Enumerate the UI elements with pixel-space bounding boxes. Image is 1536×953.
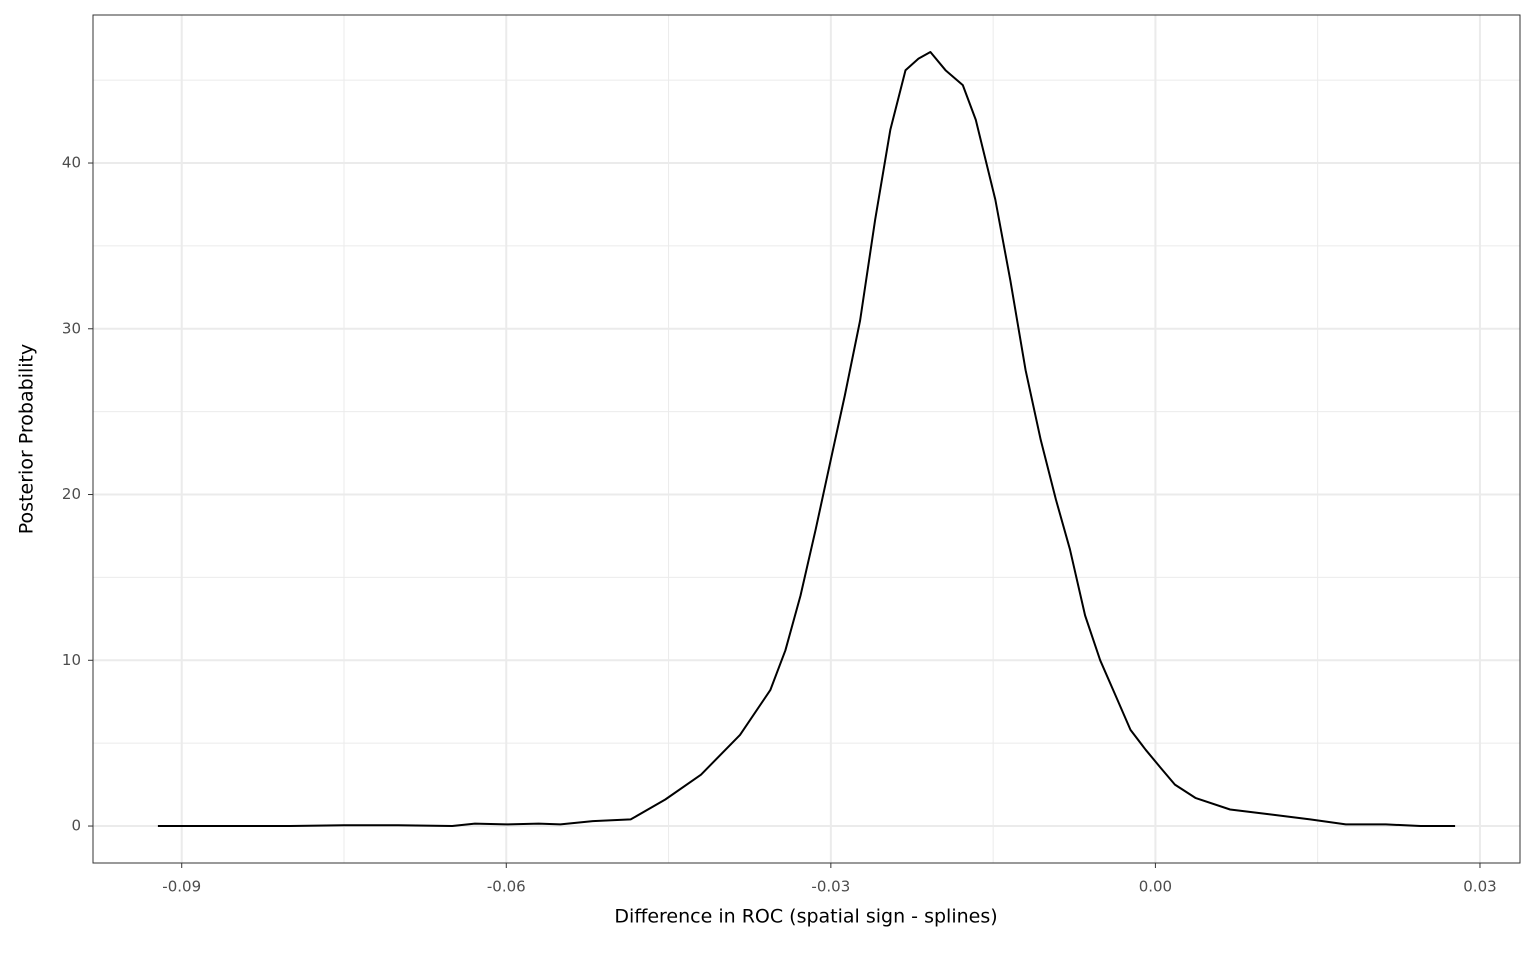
panel-border (92, 14, 1521, 864)
y-tick-label: 10 (62, 651, 81, 669)
y-tick-label: 0 (71, 817, 81, 835)
y-tick-label: 40 (62, 154, 81, 172)
y-axis-title: Posterior Probability (16, 344, 38, 534)
x-tick-label: 0.03 (1463, 878, 1496, 896)
y-tick-label: 20 (62, 485, 81, 503)
x-tick-label: -0.03 (811, 878, 850, 896)
x-tick-label: 0.00 (1139, 878, 1172, 896)
y-tick-label: 30 (62, 319, 81, 337)
x-tick-label: -0.06 (487, 878, 526, 896)
x-tick-label: -0.09 (162, 878, 201, 896)
x-axis-title: Difference in ROC (spatial sign - spline… (614, 906, 997, 928)
density-line (157, 51, 1456, 827)
